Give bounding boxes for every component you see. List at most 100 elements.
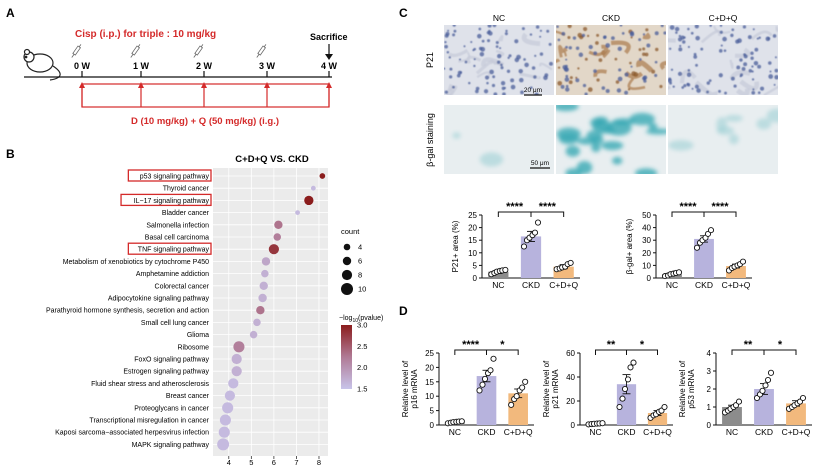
mouse-icon xyxy=(23,48,61,81)
pathway-label: Transcriptional misregulation in cancer xyxy=(89,418,209,425)
y-tick-label: 20 xyxy=(425,363,434,372)
enrichment-dot xyxy=(249,330,258,339)
micrograph-column-label: NC xyxy=(493,13,505,23)
enrichment-dot xyxy=(259,281,268,290)
legend-size-dot xyxy=(341,283,353,295)
pathway-label: Basal cell carcinoma xyxy=(145,235,209,242)
significance-stars: * xyxy=(500,339,505,351)
sacrifice-label: Sacrifice xyxy=(310,32,348,42)
pathway-label: Metabolism of xenobiotics by cytochrome … xyxy=(63,259,209,266)
legend-color-label: 2.0 xyxy=(357,363,367,372)
y-tick-label: 10 xyxy=(642,261,651,270)
x-tick-label: 6 xyxy=(272,458,276,466)
dotplot-panel xyxy=(213,168,328,456)
micrograph-column-label: C+D+Q xyxy=(709,13,738,23)
enrichment-dot xyxy=(222,402,234,414)
category-label: NC xyxy=(492,280,504,290)
data-point xyxy=(487,367,494,374)
micrograph-tile xyxy=(444,25,554,95)
pathway-label: Breast cancer xyxy=(166,393,210,400)
legend-size-label: 8 xyxy=(358,271,362,280)
pathway-label: Colorectal cancer xyxy=(155,283,210,290)
enrichment-dot xyxy=(295,210,300,216)
data-point xyxy=(519,384,526,391)
bar xyxy=(616,384,637,425)
treatment-bracket xyxy=(81,83,330,108)
syringe-icon xyxy=(256,44,267,58)
data-point xyxy=(481,375,489,382)
data-point xyxy=(759,387,766,394)
legend-count-title: count xyxy=(341,227,360,236)
micrograph-tile xyxy=(556,105,666,174)
category-label: C+D+Q xyxy=(722,280,751,290)
micrograph-tile xyxy=(444,105,554,174)
legend-color-title-head: −log xyxy=(339,315,353,322)
y-tick-label: 3 xyxy=(707,367,712,376)
significance-stars: ** xyxy=(607,339,616,351)
highlight-box xyxy=(127,242,212,255)
enrichment-dot xyxy=(233,341,245,353)
y-tick-label: 15 xyxy=(468,236,477,245)
pathway-label: Fluid shear stress and atherosclerosis xyxy=(91,381,209,388)
bar xyxy=(553,266,574,278)
legend-size-label: 6 xyxy=(358,257,362,266)
significance-stars: **** xyxy=(679,201,697,213)
panel-label-a: A xyxy=(6,6,15,20)
enrichment-dot xyxy=(261,269,269,278)
y-tick-label: 50 xyxy=(642,211,651,220)
data-point xyxy=(479,381,486,388)
y-tick-label: 0 xyxy=(707,421,712,430)
legend-color-label: 2.5 xyxy=(357,342,367,351)
data-point xyxy=(764,376,772,384)
category-label: C+D+Q xyxy=(643,427,672,437)
pathway-label: Small cell lung cancer xyxy=(141,320,210,327)
enrichment-dot xyxy=(319,173,326,179)
data-point xyxy=(599,420,606,427)
data-point xyxy=(707,227,715,234)
significance-bracket xyxy=(626,349,658,355)
data-point xyxy=(531,229,539,236)
data-point xyxy=(490,355,497,362)
category-label: CKD xyxy=(522,280,540,290)
enrichment-dot xyxy=(219,414,231,426)
data-point xyxy=(502,266,509,273)
pathway-label: TNF signaling pathway xyxy=(138,247,210,254)
y-tick-label: 15 xyxy=(425,378,434,387)
enrichment-dot xyxy=(274,220,283,229)
category-label: NC xyxy=(449,427,461,437)
y-tick-label: 40 xyxy=(566,373,575,382)
week-label: 0 W xyxy=(74,61,91,71)
enrichment-dot xyxy=(261,257,271,266)
significance-bracket xyxy=(486,349,519,355)
panel-label-d: D xyxy=(399,304,408,318)
week-label: 1 W xyxy=(133,61,150,71)
y-tick-label: 0 xyxy=(571,421,576,430)
sacrifice-arrowhead xyxy=(325,54,333,60)
micrograph-column-label: CKD xyxy=(602,13,620,23)
legend-size-dot xyxy=(342,256,352,266)
micrograph-row-label: β-gal staining xyxy=(425,113,435,167)
data-point xyxy=(675,269,683,276)
pathway-label: Bladder cancer xyxy=(162,210,210,217)
y-tick-label: 0 xyxy=(430,421,435,430)
micrograph-tile xyxy=(668,25,778,95)
pathway-label: Kaposi sarcoma−associated herpesvirus in… xyxy=(55,430,209,437)
highlight-box xyxy=(120,193,212,207)
enrichment-dot xyxy=(231,353,242,365)
y-tick-label: 60 xyxy=(566,349,575,358)
legend-size-dot xyxy=(341,269,353,281)
micrograph-tile xyxy=(668,105,778,174)
cisp-label: Cisp (i.p.) for triple : 10 mg/kg xyxy=(75,29,216,40)
legend-size-dot xyxy=(343,243,351,251)
panel-label-c: C xyxy=(399,6,408,20)
enrichment-dot xyxy=(273,233,282,241)
y-axis-label: Relative level of xyxy=(678,360,687,417)
y-tick-label: 10 xyxy=(468,249,477,258)
legend-color-title: −log10(pvalue) xyxy=(339,315,383,324)
y-tick-label: 5 xyxy=(430,407,435,416)
data-point xyxy=(621,385,629,393)
category-label: NC xyxy=(666,280,678,290)
data-point xyxy=(616,403,623,411)
data-point xyxy=(693,244,701,251)
enrichment-dot xyxy=(268,244,279,255)
